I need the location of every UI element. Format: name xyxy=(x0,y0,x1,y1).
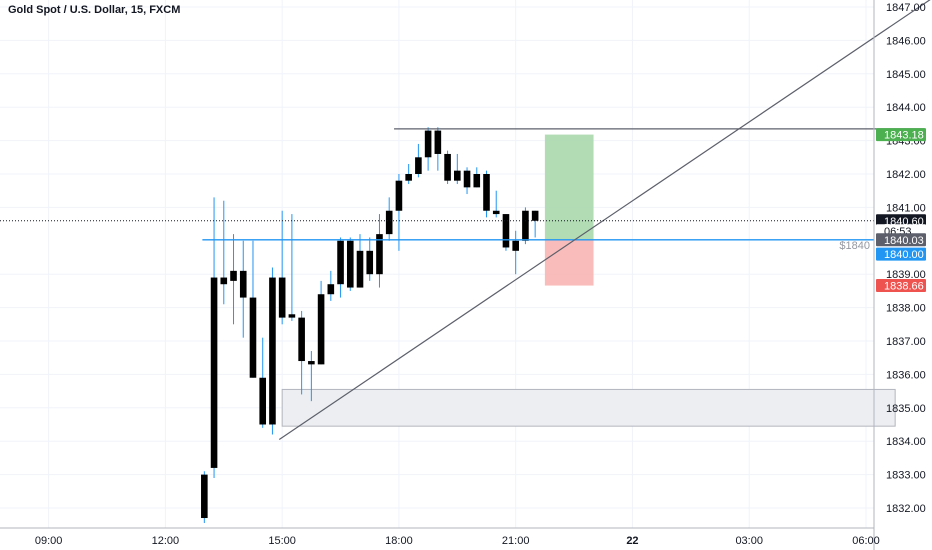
time-tick-label-1: 12:00 xyxy=(152,535,180,547)
candle-body-22 xyxy=(415,157,422,174)
price-tick-label-13: 1833.00 xyxy=(886,470,926,482)
candle-body-17 xyxy=(366,250,374,275)
price-tag-5: 1838.66 xyxy=(884,281,924,293)
candle-body-0 xyxy=(201,474,208,519)
candle-body-34 xyxy=(531,210,539,221)
price-tag-3: 1840.03 xyxy=(884,235,924,247)
time-tick-label-6: 03:00 xyxy=(735,535,763,547)
candle-body-3 xyxy=(230,270,237,281)
candle-body-19 xyxy=(385,210,393,235)
price-tick-label-3: 1844.00 xyxy=(886,102,926,114)
long-position-tool[interactable] xyxy=(544,134,594,286)
price-tick-label-6: 1841.00 xyxy=(886,202,926,214)
candle-body-1 xyxy=(210,277,218,468)
price-tag-bg-5 xyxy=(876,279,926,293)
candle-body-6 xyxy=(259,377,267,425)
time-axis[interactable]: 09:00 12:00 15:00 18:00 21:00 22 03:00 06:00 xyxy=(35,535,880,547)
candle-body-31 xyxy=(502,214,510,248)
price-tick-label-9: 1837.00 xyxy=(886,336,926,348)
candle-body-20 xyxy=(395,180,403,211)
candle-body-21 xyxy=(405,174,412,181)
vertical-gridlines xyxy=(48,0,867,528)
time-tick-label-3: 18:00 xyxy=(385,535,413,547)
candle-body-24 xyxy=(434,130,442,154)
demand-zone-rect xyxy=(281,388,896,427)
price-tag-0: 1843.18 xyxy=(884,130,924,142)
price-tick-label-2: 1845.00 xyxy=(886,69,926,81)
price-tag-bg-1 xyxy=(876,214,926,228)
candle-body-18 xyxy=(376,234,383,275)
candle-body-32 xyxy=(512,240,519,251)
candle-body-25 xyxy=(444,153,451,181)
time-tick-label-2: 15:00 xyxy=(268,535,296,547)
candles xyxy=(201,127,539,524)
price-tick-label-8: 1838.00 xyxy=(886,303,926,315)
target-zone xyxy=(544,134,594,240)
price-tag-bg-4 xyxy=(876,247,926,261)
stop-zone xyxy=(544,239,594,286)
drawn-lines: $1840 xyxy=(0,0,931,441)
price-tick-label-10: 1836.00 xyxy=(886,369,926,381)
trendline xyxy=(278,0,931,441)
candle-body-7 xyxy=(269,277,276,425)
candle-body-33 xyxy=(522,210,529,241)
time-tick-label-7: 06:00 xyxy=(852,535,880,547)
price-tag-bg-3 xyxy=(876,233,926,247)
candle-body-8 xyxy=(278,277,286,318)
candle-body-26 xyxy=(454,170,461,181)
price-axis[interactable]: 1847.001846.001845.001844.001843.001842.… xyxy=(886,2,926,515)
price-tick-label-12: 1834.00 xyxy=(886,436,926,448)
chart-title: Gold Spot / U.S. Dollar, 15, FXCM xyxy=(8,4,181,16)
price-tick-label-11: 1835.00 xyxy=(886,403,926,415)
candle-body-14 xyxy=(337,240,344,285)
candle-body-27 xyxy=(463,170,471,188)
candle-body-16 xyxy=(356,250,364,288)
candle-body-30 xyxy=(492,210,500,215)
candle-body-29 xyxy=(483,174,490,211)
time-tick-label-0: 09:00 xyxy=(35,535,63,547)
candle-body-15 xyxy=(346,240,354,288)
candle-body-2 xyxy=(220,277,228,285)
price-tick-label-7: 1839.00 xyxy=(886,269,926,281)
horizontal-gridlines xyxy=(0,6,874,509)
time-tick-label-5: 22 xyxy=(626,535,638,547)
candle-body-11 xyxy=(308,361,315,365)
candle-body-13 xyxy=(327,284,335,295)
candle-body-12 xyxy=(317,294,325,365)
price-tick-label-5: 1842.00 xyxy=(886,169,926,181)
level-label: $1840 xyxy=(839,240,870,252)
candle-body-4 xyxy=(239,270,247,298)
price-tick-label-1: 1846.00 xyxy=(886,35,926,47)
candle-body-10 xyxy=(298,317,305,362)
price-tag-4: 1840.00 xyxy=(884,249,924,261)
price-tick-label-0: 1847.00 xyxy=(886,2,926,14)
candle-body-9 xyxy=(288,314,296,318)
time-tick-label-4: 21:00 xyxy=(502,535,530,547)
candle-body-28 xyxy=(473,174,481,188)
demand-zone xyxy=(281,388,896,427)
price-tick-label-14: 1832.00 xyxy=(886,503,926,515)
price-tag-bg-0 xyxy=(876,128,926,142)
candle-body-5 xyxy=(249,297,257,378)
candle-body-23 xyxy=(424,130,432,158)
